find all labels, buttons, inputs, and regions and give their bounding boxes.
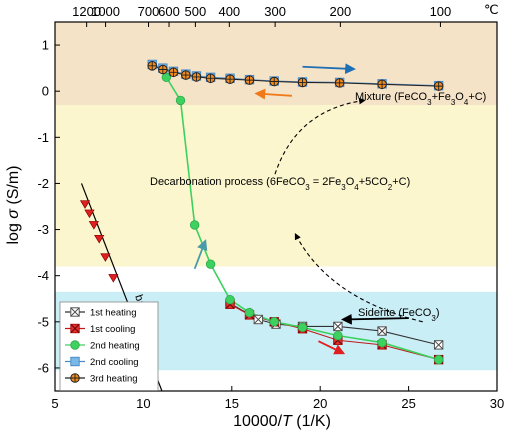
- marker-3rd-heating: [433, 81, 444, 91]
- y-tick-label: -3: [37, 222, 49, 237]
- top-tick-label: 500: [185, 4, 207, 19]
- arrow-siderite-solid: [341, 313, 409, 325]
- x-tick-label: 25: [401, 396, 415, 411]
- top-tick-label: 1000: [91, 4, 120, 19]
- band-yellow: [55, 105, 497, 267]
- marker-3rd-heating: [297, 77, 308, 88]
- marker-3rd-heating: [191, 72, 202, 82]
- marker-backgroud: [100, 253, 111, 262]
- marker-2nd-heating: [377, 337, 387, 348]
- marker-backgroud: [79, 200, 91, 209]
- top-tick-label: 700: [138, 4, 160, 19]
- annotation-decarbonation: Decarbonation process (6FeCO3 = 2Fe3O4+5…: [150, 176, 410, 192]
- plot-frame: [54, 21, 498, 392]
- y-tick-label: -5: [37, 314, 49, 329]
- y-tick-label: -4: [37, 268, 49, 283]
- legend: 1st heating 1st cooling 2nd heating 2nd coo…: [59, 301, 159, 391]
- axes: [54, 21, 498, 392]
- x-tick-label: 20: [313, 396, 327, 411]
- marker-3rd-heating: [158, 64, 168, 75]
- marker-3rd-heating: [269, 76, 280, 87]
- annotation-mixture: Mixture (FeCO3+Fe3O4+C): [355, 91, 486, 107]
- legend-marker: [70, 323, 80, 334]
- marker-backgroud: [94, 234, 105, 244]
- marker-3rd-heating: [168, 67, 179, 78]
- marker-backgroud: [84, 209, 95, 219]
- marker-2nd-heating: [333, 330, 343, 341]
- legend-label: 1st cooling: [90, 324, 135, 335]
- dashed-arrow-lower: [294, 233, 423, 323]
- arrow-heating-blue: [302, 63, 356, 75]
- top-axis-unit: ℃: [484, 2, 499, 17]
- x-axis-title: 10000/T (1/K): [233, 413, 331, 430]
- marker-3rd-heating: [147, 61, 158, 71]
- marker-backgroud: [88, 221, 100, 230]
- x-tick-label: 10: [136, 396, 150, 411]
- marker-2nd-heating: [225, 294, 235, 305]
- band-orange: [55, 22, 497, 106]
- y-tick-label: -6: [37, 360, 49, 375]
- legend-marker: [70, 373, 80, 383]
- annotation-arrows: [193, 63, 423, 355]
- marker-1st-heating: [377, 326, 387, 336]
- marker-2nd-heating: [269, 317, 279, 327]
- legend-marker: [70, 340, 80, 350]
- y-tick-label: 1: [42, 38, 49, 53]
- arrow-heating-teal: [193, 239, 208, 270]
- arrow-cooling-orange: [254, 88, 292, 100]
- top-tick-label: 200: [330, 4, 352, 19]
- marker-3rd-heating: [181, 70, 191, 80]
- legend-label: 1st heating: [90, 308, 136, 319]
- marker-2nd-heating: [161, 72, 172, 83]
- marker-3rd-heating: [377, 79, 387, 90]
- annotation-siderite: Siderite (FeCO3): [358, 307, 439, 323]
- y-tick-label: -2: [37, 176, 49, 191]
- marker-2nd-heating: [175, 95, 186, 106]
- marker-1st-heating: [333, 321, 343, 332]
- arrow-cooling-red: [318, 340, 346, 355]
- y-tick-label: 0: [42, 84, 49, 99]
- y-axis-title: log σ (S/m): [5, 166, 22, 245]
- top-tick-label: 1200: [72, 4, 101, 19]
- marker-3rd-heating: [244, 75, 255, 85]
- top-tick-label: 600: [158, 4, 180, 19]
- legend-marker: [70, 356, 80, 367]
- series-markers: [79, 59, 444, 365]
- dashed-arrow-upper: [273, 97, 366, 177]
- x-tick-label: 15: [225, 396, 239, 411]
- marker-2nd-heating: [297, 322, 308, 333]
- legend-label: 2nd cooling: [90, 357, 139, 368]
- marker-2nd-heating: [205, 259, 216, 269]
- marker-2nd-heating: [433, 354, 444, 365]
- marker-3rd-heating: [225, 74, 235, 84]
- marker-3rd-heating: [334, 78, 345, 88]
- y-tick-label: -1: [37, 130, 49, 145]
- marker-1st-heating: [253, 314, 264, 325]
- legend-label: 3rd heating: [90, 374, 138, 385]
- marker-backgroud: [108, 274, 119, 283]
- top-tick-label: 100: [430, 4, 452, 19]
- x-tick-label: 5: [51, 396, 58, 411]
- top-tick-label: 400: [218, 4, 240, 19]
- top-tick-label: 300: [264, 4, 286, 19]
- marker-3rd-heating: [205, 73, 216, 84]
- legend-label: 2nd heating: [90, 341, 140, 352]
- x-tick-label: 30: [490, 396, 504, 411]
- marker-1st-heating: [433, 340, 444, 350]
- marker-2nd-heating: [244, 307, 255, 318]
- marker-2nd-heating: [189, 220, 200, 230]
- legend-marker: [70, 307, 80, 317]
